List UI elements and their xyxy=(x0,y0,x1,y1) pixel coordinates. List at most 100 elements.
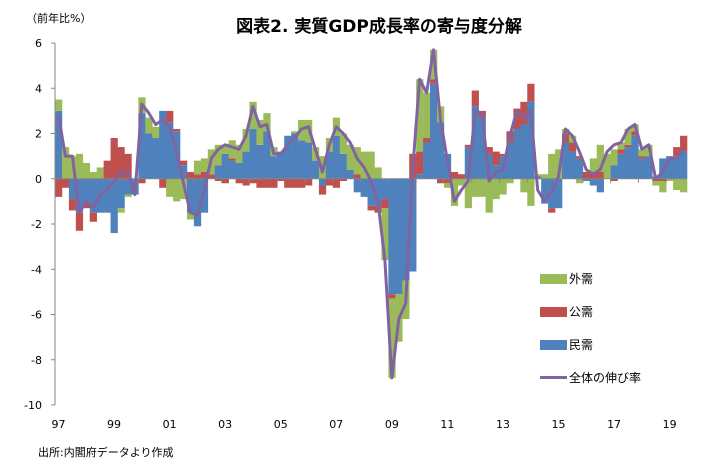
bar-private xyxy=(318,178,327,186)
bar-private xyxy=(82,178,91,202)
bar-public xyxy=(221,178,229,184)
bar-public xyxy=(596,171,604,179)
y-tick-label: -4 xyxy=(31,263,42,276)
bar-public xyxy=(423,138,431,143)
bar-public xyxy=(485,147,493,154)
bar-public xyxy=(381,199,389,209)
bar-external xyxy=(555,149,563,179)
bar-public xyxy=(436,178,445,184)
bar-private xyxy=(166,122,174,179)
bar-external xyxy=(471,178,479,197)
bar-public xyxy=(277,178,285,182)
bar-private xyxy=(152,138,160,179)
bar-public xyxy=(353,174,361,179)
bar-private xyxy=(575,158,584,179)
bar-external xyxy=(443,183,452,188)
bar-external xyxy=(575,178,584,184)
bar-private xyxy=(617,153,625,179)
y-tick-label: 6 xyxy=(35,37,42,50)
bar-private xyxy=(193,178,202,227)
bar-public xyxy=(520,101,528,125)
bar-public xyxy=(235,178,243,184)
bar-external xyxy=(388,298,396,378)
bar-public xyxy=(305,178,313,186)
bar-external xyxy=(173,178,181,202)
bar-private xyxy=(339,153,347,179)
bar-external xyxy=(680,178,688,193)
bar-public xyxy=(325,178,334,186)
bar-external xyxy=(527,178,535,206)
bar-private xyxy=(305,142,313,179)
bar-private xyxy=(582,178,591,182)
bar-public xyxy=(513,108,521,129)
bar-external xyxy=(263,113,271,132)
bar-private xyxy=(506,142,514,179)
legend-label-total: 全体の伸び率 xyxy=(569,371,642,385)
bar-external xyxy=(166,178,174,197)
bar-public xyxy=(659,178,667,182)
bar-private xyxy=(423,142,431,179)
bar-private xyxy=(270,156,278,179)
bar-external xyxy=(450,178,459,206)
bar-private xyxy=(242,151,250,179)
chart-title: 図表2. 実質GDP成長率の寄与度分解 xyxy=(236,17,522,37)
x-tick-label: 11 xyxy=(440,418,454,431)
bar-external xyxy=(249,101,257,129)
bar-public xyxy=(680,135,688,152)
bar-private xyxy=(388,178,396,295)
bar-external xyxy=(367,151,375,179)
bar-external xyxy=(291,131,299,134)
bar-private xyxy=(159,110,167,179)
bar-external xyxy=(610,149,618,166)
bar-public xyxy=(284,178,292,188)
bar-external xyxy=(221,144,229,154)
bar-private xyxy=(235,162,243,179)
bar-public xyxy=(138,178,146,184)
legend-label-public: 公需 xyxy=(569,305,594,319)
bar-private xyxy=(89,178,97,213)
y-tick-label: -8 xyxy=(31,354,42,367)
bar-external xyxy=(673,178,681,191)
total-line-group xyxy=(57,48,685,380)
bar-external xyxy=(61,147,70,179)
bar-external xyxy=(117,208,125,213)
bar-external xyxy=(75,153,84,179)
bar-private xyxy=(561,142,570,179)
bar-private xyxy=(436,122,445,179)
bar-public xyxy=(548,208,556,213)
total-growth-line xyxy=(57,48,685,380)
bar-private xyxy=(666,156,674,179)
y-tick-label: 4 xyxy=(35,82,42,95)
legend-swatch-total xyxy=(540,376,567,379)
x-tick-label: 01 xyxy=(163,418,177,431)
bar-private xyxy=(103,178,111,213)
bar-external xyxy=(666,178,674,182)
bar-private xyxy=(117,178,125,209)
bar-external xyxy=(242,128,250,152)
y-axis-unit-label: （前年比%） xyxy=(26,12,92,25)
bar-private xyxy=(325,151,334,179)
bar-public xyxy=(339,178,347,182)
bar-private xyxy=(124,178,132,195)
bar-public xyxy=(443,178,452,184)
bar-private xyxy=(513,128,521,179)
bar-external xyxy=(506,178,514,184)
bar-public xyxy=(200,171,209,179)
bar-public xyxy=(159,178,167,188)
bar-public xyxy=(471,90,479,107)
x-tick-label: 07 xyxy=(329,418,343,431)
bar-external xyxy=(89,171,97,179)
bar-private xyxy=(186,178,195,213)
bar-private xyxy=(673,156,681,179)
bar-private xyxy=(298,140,306,179)
bar-private xyxy=(353,178,361,193)
bar-private xyxy=(277,151,285,179)
bar-public xyxy=(110,138,118,179)
bar-public xyxy=(624,144,632,148)
bar-private xyxy=(610,165,618,179)
bar-external xyxy=(416,79,424,152)
legend-label-external: 外需 xyxy=(569,272,594,286)
bar-public xyxy=(291,178,299,188)
bar-private xyxy=(110,178,118,234)
bar-public xyxy=(75,212,84,231)
